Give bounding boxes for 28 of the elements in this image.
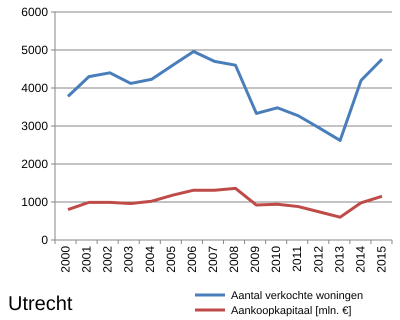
x-tick-label: 2007 bbox=[206, 246, 220, 273]
x-tick-label: 2011 bbox=[290, 246, 304, 272]
y-tick-label: 1000 bbox=[21, 195, 48, 210]
x-tick-label: 2008 bbox=[227, 246, 242, 273]
x-tick-label: 2006 bbox=[184, 246, 199, 273]
y-tick-label: 5000 bbox=[21, 43, 48, 58]
text: Utrecht bbox=[8, 293, 73, 315]
x-tick-label: 2009 bbox=[248, 246, 262, 273]
y-tick-label: 2000 bbox=[21, 157, 48, 172]
x-tick-label: 2001 bbox=[80, 246, 94, 273]
x-tick-label: 2014 bbox=[353, 246, 368, 273]
x-tick-label: 2003 bbox=[122, 246, 136, 273]
line-series bbox=[66, 50, 384, 142]
y-tick-label: 0 bbox=[41, 233, 48, 248]
x-tick-label: 2012 bbox=[311, 246, 326, 273]
x-tick-label: 2000 bbox=[58, 246, 73, 273]
y-tick-label: 4000 bbox=[21, 81, 48, 96]
y-tick-label: 3000 bbox=[21, 119, 48, 134]
x-tick-label: 2015 bbox=[374, 246, 388, 273]
line-series bbox=[66, 186, 384, 219]
x-tick-label: 2002 bbox=[100, 246, 115, 273]
y-tick-label: 6000 bbox=[21, 5, 48, 20]
x-tick-label: 2010 bbox=[269, 246, 284, 273]
legend-label: Aankoopkapitaal [mln. €] bbox=[231, 304, 352, 317]
x-tick-label: 2005 bbox=[164, 246, 178, 273]
legend-label: Aantal verkochte woningen bbox=[231, 290, 364, 302]
x-tick-label: 2013 bbox=[332, 246, 346, 273]
x-tick-label: 2004 bbox=[142, 246, 157, 273]
